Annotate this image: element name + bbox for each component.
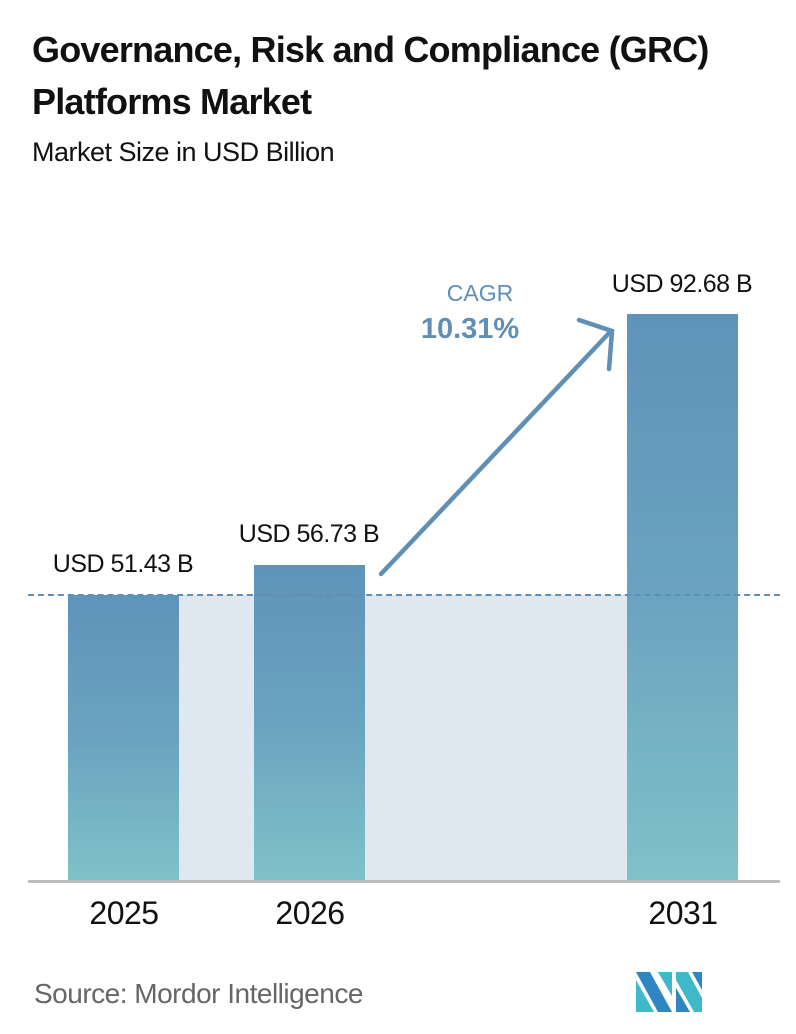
bar-value-label-2025: USD 51.43 B bbox=[52, 550, 194, 578]
bar-value-label-2026: USD 56.73 B bbox=[238, 520, 380, 548]
x-label-2025: 2025 bbox=[89, 895, 159, 931]
source-credit: Source: Mordor Intelligence bbox=[34, 978, 363, 1009]
x-axis-baseline bbox=[28, 880, 780, 883]
x-label-2026: 2026 bbox=[275, 895, 345, 931]
bar-2025 bbox=[68, 595, 179, 881]
x-label-2031: 2031 bbox=[648, 895, 718, 931]
cagr-value: 10.31% bbox=[420, 313, 520, 345]
reference-dashed-line bbox=[28, 594, 780, 596]
chart-subtitle: Market Size in USD Billion bbox=[32, 137, 335, 167]
chart-title: Governance, Risk and Compliance (GRC) Pl… bbox=[32, 29, 709, 122]
bar-value-label-2031: USD 92.68 B bbox=[611, 270, 753, 298]
bar-2026 bbox=[254, 565, 365, 881]
growth-band bbox=[179, 595, 627, 881]
cagr-label: CAGR bbox=[446, 280, 514, 306]
mordor-intelligence-logo-icon bbox=[636, 972, 702, 1012]
bar-2031 bbox=[627, 314, 738, 881]
